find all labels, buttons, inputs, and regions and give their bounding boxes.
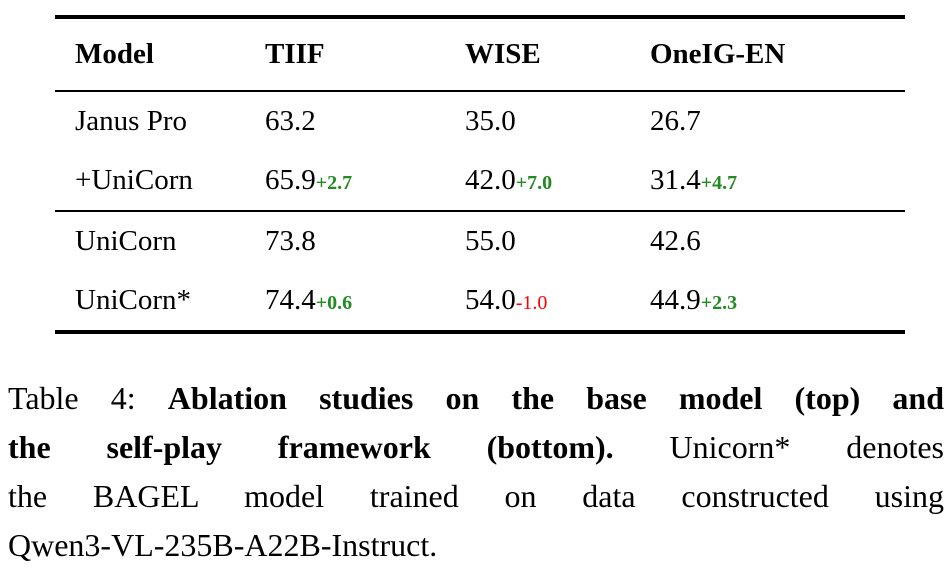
- metric-value: 44.9: [650, 284, 701, 316]
- metric-delta: +2.3: [700, 292, 738, 314]
- table-row: UniCorn 73.8 55.0 42.6: [55, 212, 905, 271]
- table-caption: Table 4: Ablation studies on the base mo…: [8, 374, 944, 570]
- metric-value: 63.2: [265, 105, 316, 137]
- metric-value: 35.0: [465, 105, 516, 137]
- metric-cell: 55.0: [465, 225, 650, 258]
- model-name: +UniCorn: [75, 164, 193, 196]
- metric-value: 73.8: [265, 225, 316, 257]
- model-name: Janus Pro: [75, 105, 187, 137]
- column-header-model: Model: [75, 38, 154, 70]
- caption-regular-text: Qwen3-VL-235B-A22B-Instruct.: [8, 527, 438, 563]
- table-row: +UniCorn 65.9+2.7 42.0+7.0 31.4+4.7: [55, 151, 905, 210]
- metric-value: 74.4: [265, 284, 316, 316]
- table-rule-bottom: [55, 330, 905, 334]
- table-rule-top: [55, 15, 905, 19]
- metric-value: 31.4: [650, 164, 701, 196]
- metric-value: 26.7: [650, 105, 701, 137]
- caption-line: Qwen3-VL-235B-A22B-Instruct.: [8, 521, 944, 570]
- metric-cell: 74.4+0.6: [265, 284, 465, 317]
- model-name: UniCorn*: [75, 284, 191, 316]
- table-row: UniCorn* 74.4+0.6 54.0-1.0 44.9+2.3: [55, 271, 905, 330]
- metric-cell: 35.0: [465, 105, 650, 138]
- caption-line: the self-play framework (bottom). Unicor…: [8, 423, 944, 472]
- column-header-tiif: TIIF: [265, 38, 325, 70]
- metric-cell: 54.0-1.0: [465, 284, 650, 317]
- caption-regular-text: the BAGEL model trained on data construc…: [8, 478, 944, 514]
- model-name: UniCorn: [75, 225, 177, 257]
- metric-delta: +7.0: [515, 172, 553, 194]
- metric-value: 65.9: [265, 164, 316, 196]
- table-row: Janus Pro 63.2 35.0 26.7: [55, 92, 905, 151]
- table-rule-header: [55, 90, 905, 92]
- metric-value: 54.0: [465, 284, 516, 316]
- metric-value: 55.0: [465, 225, 516, 257]
- caption-regular-text: Unicorn* denotes: [613, 429, 945, 465]
- caption-label: Table 4:: [8, 380, 168, 416]
- metric-cell: 42.6: [650, 225, 905, 258]
- metric-cell: 63.2: [265, 105, 465, 138]
- metric-cell: 42.0+7.0: [465, 164, 650, 197]
- metric-value: 42.0: [465, 164, 516, 196]
- metric-delta: +2.7: [315, 172, 353, 194]
- column-header-wise: WISE: [465, 38, 541, 70]
- metric-cell: 65.9+2.7: [265, 164, 465, 197]
- metric-delta: +0.6: [315, 292, 353, 314]
- metric-delta: +4.7: [700, 172, 738, 194]
- caption-bold-text: the self-play framework (bottom).: [8, 429, 614, 465]
- caption-line: Table 4: Ablation studies on the base mo…: [8, 374, 944, 423]
- column-header-oneig-en: OneIG-EN: [650, 38, 786, 70]
- metric-cell: 26.7: [650, 105, 905, 138]
- caption-line: the BAGEL model trained on data construc…: [8, 472, 944, 521]
- table-header-row: Model TIIF WISE OneIG-EN: [55, 19, 905, 90]
- metric-cell: 44.9+2.3: [650, 284, 905, 317]
- caption-bold-text: Ablation studies on the base model (top)…: [167, 380, 945, 416]
- metric-value: 42.6: [650, 225, 701, 257]
- metric-cell: 73.8: [265, 225, 465, 258]
- metric-cell: 31.4+4.7: [650, 164, 905, 197]
- table-rule-midsection: [55, 210, 905, 212]
- metric-delta: -1.0: [515, 292, 548, 314]
- results-table: Model TIIF WISE OneIG-EN Janus Pro 63.2 …: [55, 15, 905, 334]
